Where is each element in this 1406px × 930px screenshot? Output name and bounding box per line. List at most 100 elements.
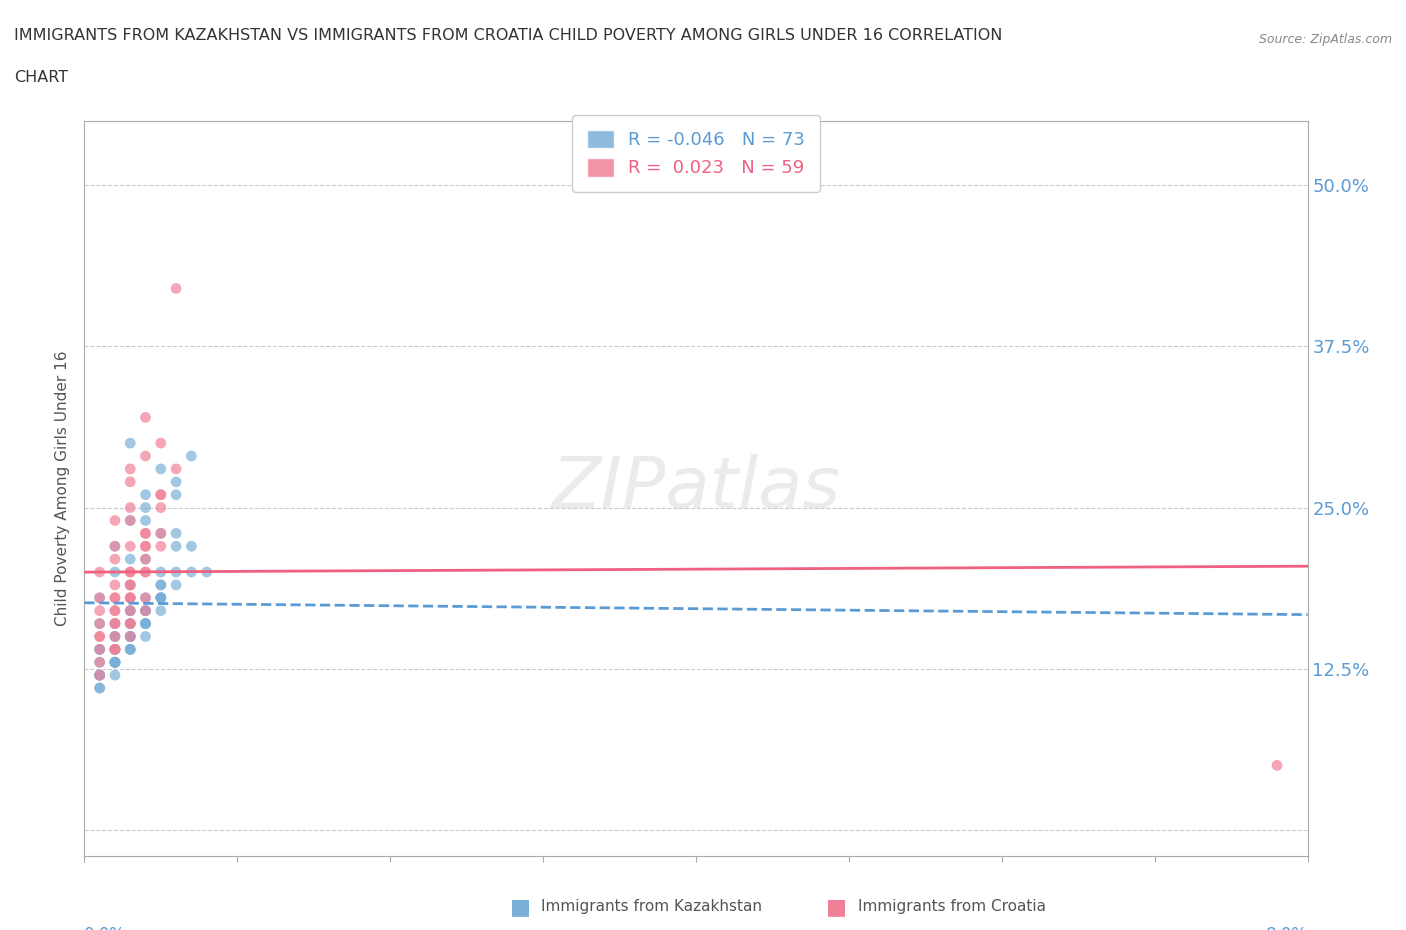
- Point: [89, 655, 111, 670]
- Point: [120, 604, 142, 618]
- Point: [120, 604, 142, 618]
- Point: [165, 487, 187, 502]
- Point: [165, 474, 187, 489]
- Point: [89, 629, 111, 644]
- Point: [104, 642, 127, 657]
- Point: [104, 642, 127, 657]
- Point: [120, 565, 142, 579]
- Point: [104, 655, 127, 670]
- Point: [89, 668, 111, 683]
- Point: [89, 681, 111, 696]
- Point: [104, 642, 127, 657]
- Text: 0.0%: 0.0%: [84, 926, 127, 930]
- Point: [104, 655, 127, 670]
- Point: [120, 629, 142, 644]
- Point: [120, 617, 142, 631]
- Point: [135, 538, 157, 553]
- Point: [135, 565, 157, 579]
- Point: [104, 629, 127, 644]
- Point: [149, 591, 172, 605]
- Text: Source: ZipAtlas.com: Source: ZipAtlas.com: [1258, 33, 1392, 46]
- Point: [149, 591, 172, 605]
- Point: [135, 448, 157, 463]
- Point: [149, 604, 172, 618]
- Point: [89, 668, 111, 683]
- Point: [135, 617, 157, 631]
- Point: [89, 565, 111, 579]
- Point: [165, 565, 187, 579]
- Point: [149, 591, 172, 605]
- Point: [120, 513, 142, 528]
- Point: [149, 461, 172, 476]
- Point: [104, 617, 127, 631]
- Point: [104, 629, 127, 644]
- Point: [165, 461, 187, 476]
- Point: [104, 604, 127, 618]
- Point: [104, 513, 127, 528]
- Point: [1265, 758, 1288, 773]
- Point: [120, 538, 142, 553]
- Point: [120, 617, 142, 631]
- Point: [149, 578, 172, 592]
- Point: [120, 629, 142, 644]
- Point: [89, 668, 111, 683]
- Point: [104, 642, 127, 657]
- Point: [165, 578, 187, 592]
- Point: [104, 578, 127, 592]
- Point: [135, 526, 157, 541]
- Point: [135, 487, 157, 502]
- Point: [120, 617, 142, 631]
- Point: [135, 551, 157, 566]
- Point: [120, 500, 142, 515]
- Point: [120, 629, 142, 644]
- Text: IMMIGRANTS FROM KAZAKHSTAN VS IMMIGRANTS FROM CROATIA CHILD POVERTY AMONG GIRLS : IMMIGRANTS FROM KAZAKHSTAN VS IMMIGRANTS…: [14, 28, 1002, 43]
- Point: [135, 617, 157, 631]
- Point: [135, 565, 157, 579]
- Point: [89, 681, 111, 696]
- Text: ZIPatlas: ZIPatlas: [551, 454, 841, 523]
- Point: [104, 655, 127, 670]
- Point: [89, 591, 111, 605]
- Point: [89, 591, 111, 605]
- Point: [104, 655, 127, 670]
- Point: [149, 526, 172, 541]
- Point: [120, 435, 142, 450]
- Point: [180, 448, 202, 463]
- Point: [104, 604, 127, 618]
- Point: [120, 642, 142, 657]
- Legend: R = -0.046   N = 73, R =  0.023   N = 59: R = -0.046 N = 73, R = 0.023 N = 59: [572, 115, 820, 192]
- Point: [135, 526, 157, 541]
- Point: [165, 538, 187, 553]
- Point: [165, 281, 187, 296]
- Point: [195, 565, 218, 579]
- Point: [120, 474, 142, 489]
- Point: [149, 500, 172, 515]
- Point: [89, 642, 111, 657]
- Point: [149, 487, 172, 502]
- Point: [89, 617, 111, 631]
- Point: [89, 642, 111, 657]
- Point: [120, 642, 142, 657]
- Point: [104, 617, 127, 631]
- Point: [135, 629, 157, 644]
- Text: Immigrants from Croatia: Immigrants from Croatia: [858, 899, 1046, 914]
- Point: [104, 565, 127, 579]
- Text: ■: ■: [510, 897, 530, 917]
- Point: [165, 526, 187, 541]
- Point: [120, 629, 142, 644]
- Text: ■: ■: [827, 897, 846, 917]
- Point: [120, 591, 142, 605]
- Point: [135, 604, 157, 618]
- Text: Immigrants from Kazakhstan: Immigrants from Kazakhstan: [541, 899, 762, 914]
- Point: [120, 461, 142, 476]
- Point: [120, 604, 142, 618]
- Point: [104, 668, 127, 683]
- Point: [149, 435, 172, 450]
- Point: [120, 578, 142, 592]
- Point: [104, 551, 127, 566]
- Point: [120, 642, 142, 657]
- Text: CHART: CHART: [14, 70, 67, 85]
- Point: [135, 591, 157, 605]
- Point: [180, 565, 202, 579]
- Point: [135, 617, 157, 631]
